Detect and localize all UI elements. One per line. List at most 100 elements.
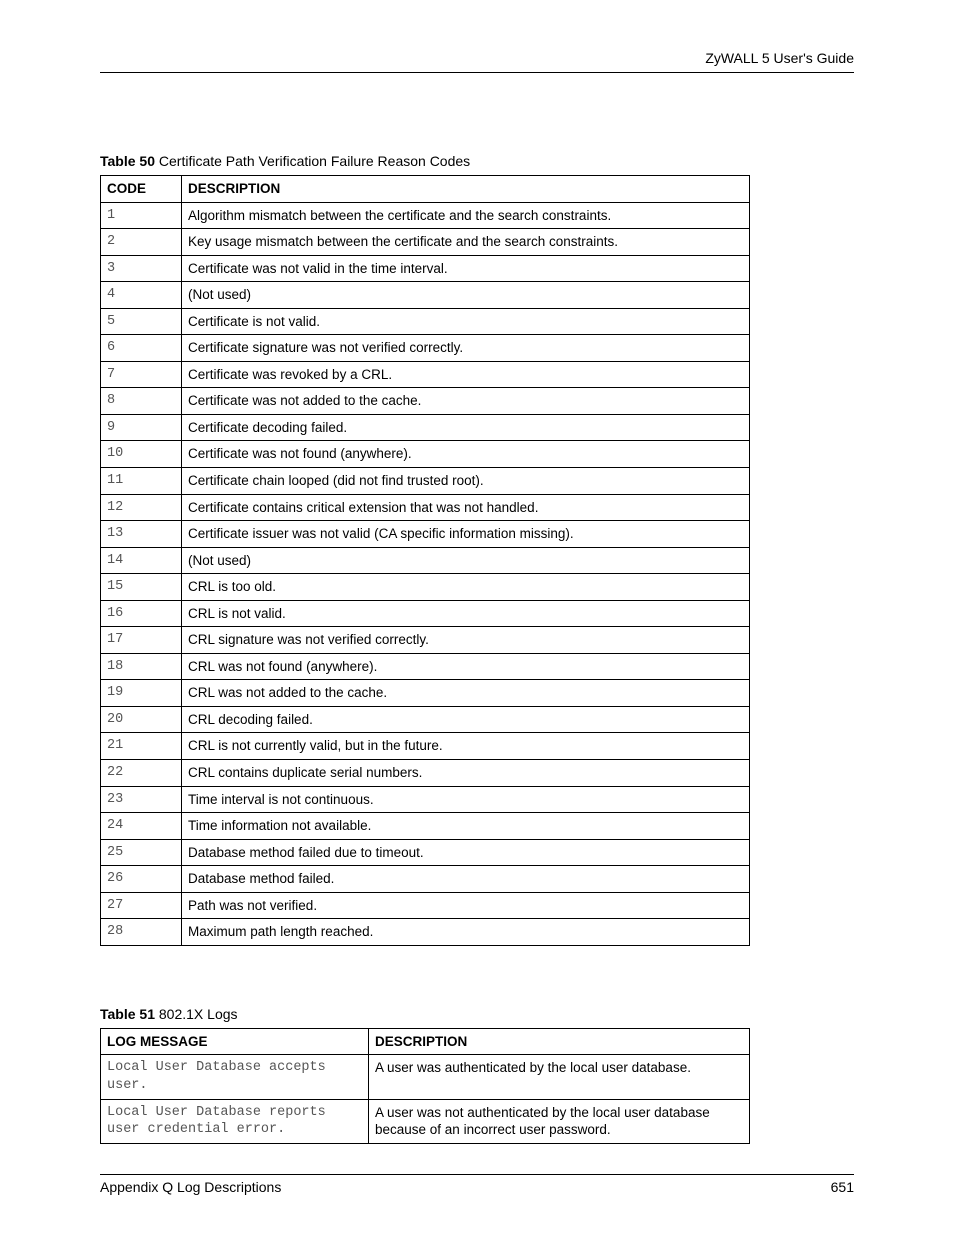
- code-cell: 19: [101, 680, 182, 707]
- table-row: 20CRL decoding failed.: [101, 706, 750, 733]
- table-row: 15CRL is too old.: [101, 574, 750, 601]
- code-cell: 5: [101, 308, 182, 335]
- table-row: 19CRL was not added to the cache.: [101, 680, 750, 707]
- table-row: 16CRL is not valid.: [101, 600, 750, 627]
- code-cell: 10: [101, 441, 182, 468]
- desc-cell: Time interval is not continuous.: [182, 786, 750, 813]
- page-footer: Appendix Q Log Descriptions 651: [100, 1174, 854, 1195]
- table-row: 21CRL is not currently valid, but in the…: [101, 733, 750, 760]
- table-row: 5Certificate is not valid.: [101, 308, 750, 335]
- code-cell: 12: [101, 494, 182, 521]
- table-row: 28Maximum path length reached.: [101, 919, 750, 946]
- log-msg-cell: Local User Database accepts user.: [101, 1055, 369, 1099]
- code-cell: 15: [101, 574, 182, 601]
- table-row: 23Time interval is not continuous.: [101, 786, 750, 813]
- page-header: ZyWALL 5 User's Guide: [100, 50, 854, 73]
- code-cell: 2: [101, 229, 182, 256]
- desc-cell: Certificate signature was not verified c…: [182, 335, 750, 362]
- desc-cell: Certificate was revoked by a CRL.: [182, 361, 750, 388]
- table-row: 1Algorithm mismatch between the certific…: [101, 202, 750, 229]
- desc-cell: Database method failed.: [182, 866, 750, 893]
- footer-page-number: 651: [831, 1179, 854, 1195]
- code-cell: 26: [101, 866, 182, 893]
- table51-header-row: LOG MESSAGE DESCRIPTION: [101, 1028, 750, 1055]
- code-cell: 21: [101, 733, 182, 760]
- table-row: 27Path was not verified.: [101, 892, 750, 919]
- table51-col-log: LOG MESSAGE: [101, 1028, 369, 1055]
- document-page: ZyWALL 5 User's Guide Table 50 Certifica…: [0, 0, 954, 1235]
- code-cell: 20: [101, 706, 182, 733]
- table-row: 12Certificate contains critical extensio…: [101, 494, 750, 521]
- table-row: 24Time information not available.: [101, 813, 750, 840]
- code-cell: 11: [101, 468, 182, 495]
- table-row: 2Key usage mismatch between the certific…: [101, 229, 750, 256]
- table50-col-desc: DESCRIPTION: [182, 176, 750, 203]
- desc-cell: Certificate is not valid.: [182, 308, 750, 335]
- table51-col-desc: DESCRIPTION: [369, 1028, 750, 1055]
- table-row: Local User Database reports user credent…: [101, 1099, 750, 1143]
- code-cell: 3: [101, 255, 182, 282]
- desc-cell: CRL is not valid.: [182, 600, 750, 627]
- desc-cell: Certificate was not found (anywhere).: [182, 441, 750, 468]
- table51-caption: Table 51 802.1X Logs: [100, 1006, 854, 1022]
- desc-cell: CRL contains duplicate serial numbers.: [182, 760, 750, 787]
- table-row: 18CRL was not found (anywhere).: [101, 653, 750, 680]
- desc-cell: Certificate contains critical extension …: [182, 494, 750, 521]
- code-cell: 16: [101, 600, 182, 627]
- footer-left: Appendix Q Log Descriptions: [100, 1179, 281, 1195]
- table50: CODE DESCRIPTION 1Algorithm mismatch bet…: [100, 175, 750, 946]
- table-row: 14(Not used): [101, 547, 750, 574]
- desc-cell: Maximum path length reached.: [182, 919, 750, 946]
- code-cell: 8: [101, 388, 182, 415]
- code-cell: 23: [101, 786, 182, 813]
- desc-cell: CRL is too old.: [182, 574, 750, 601]
- table51: LOG MESSAGE DESCRIPTION Local User Datab…: [100, 1028, 750, 1144]
- code-cell: 1: [101, 202, 182, 229]
- table51-body: Local User Database accepts user. A user…: [101, 1055, 750, 1143]
- code-cell: 13: [101, 521, 182, 548]
- desc-cell: (Not used): [182, 282, 750, 309]
- code-cell: 22: [101, 760, 182, 787]
- table50-caption-bold: Table 50: [100, 153, 155, 169]
- log-desc-cell: A user was authenticated by the local us…: [369, 1055, 750, 1099]
- log-desc-cell: A user was not authenticated by the loca…: [369, 1099, 750, 1143]
- header-title: ZyWALL 5 User's Guide: [705, 50, 854, 66]
- table-row: 13Certificate issuer was not valid (CA s…: [101, 521, 750, 548]
- desc-cell: Certificate was not valid in the time in…: [182, 255, 750, 282]
- desc-cell: Certificate issuer was not valid (CA spe…: [182, 521, 750, 548]
- table51-caption-rest: 802.1X Logs: [155, 1006, 238, 1022]
- desc-cell: CRL decoding failed.: [182, 706, 750, 733]
- code-cell: 24: [101, 813, 182, 840]
- table-row: 17CRL signature was not verified correct…: [101, 627, 750, 654]
- table50-body: 1Algorithm mismatch between the certific…: [101, 202, 750, 945]
- table-row: 6Certificate signature was not verified …: [101, 335, 750, 362]
- table-row: 8Certificate was not added to the cache.: [101, 388, 750, 415]
- table-row: 9Certificate decoding failed.: [101, 414, 750, 441]
- code-cell: 28: [101, 919, 182, 946]
- log-msg-cell: Local User Database reports user credent…: [101, 1099, 369, 1143]
- table-row: 26Database method failed.: [101, 866, 750, 893]
- table50-col-code: CODE: [101, 176, 182, 203]
- code-cell: 6: [101, 335, 182, 362]
- table-row: Local User Database accepts user. A user…: [101, 1055, 750, 1099]
- code-cell: 27: [101, 892, 182, 919]
- desc-cell: CRL signature was not verified correctly…: [182, 627, 750, 654]
- desc-cell: CRL was not added to the cache.: [182, 680, 750, 707]
- code-cell: 25: [101, 839, 182, 866]
- table50-caption: Table 50 Certificate Path Verification F…: [100, 153, 854, 169]
- desc-cell: Database method failed due to timeout.: [182, 839, 750, 866]
- table-row: 25Database method failed due to timeout.: [101, 839, 750, 866]
- code-cell: 9: [101, 414, 182, 441]
- table-row: 4(Not used): [101, 282, 750, 309]
- table-row: 10Certificate was not found (anywhere).: [101, 441, 750, 468]
- desc-cell: Path was not verified.: [182, 892, 750, 919]
- table50-caption-rest: Certificate Path Verification Failure Re…: [155, 153, 470, 169]
- code-cell: 7: [101, 361, 182, 388]
- table51-caption-bold: Table 51: [100, 1006, 155, 1022]
- table-row: 7Certificate was revoked by a CRL.: [101, 361, 750, 388]
- desc-cell: Algorithm mismatch between the certifica…: [182, 202, 750, 229]
- desc-cell: Certificate decoding failed.: [182, 414, 750, 441]
- code-cell: 4: [101, 282, 182, 309]
- desc-cell: CRL is not currently valid, but in the f…: [182, 733, 750, 760]
- table-row: 11Certificate chain looped (did not find…: [101, 468, 750, 495]
